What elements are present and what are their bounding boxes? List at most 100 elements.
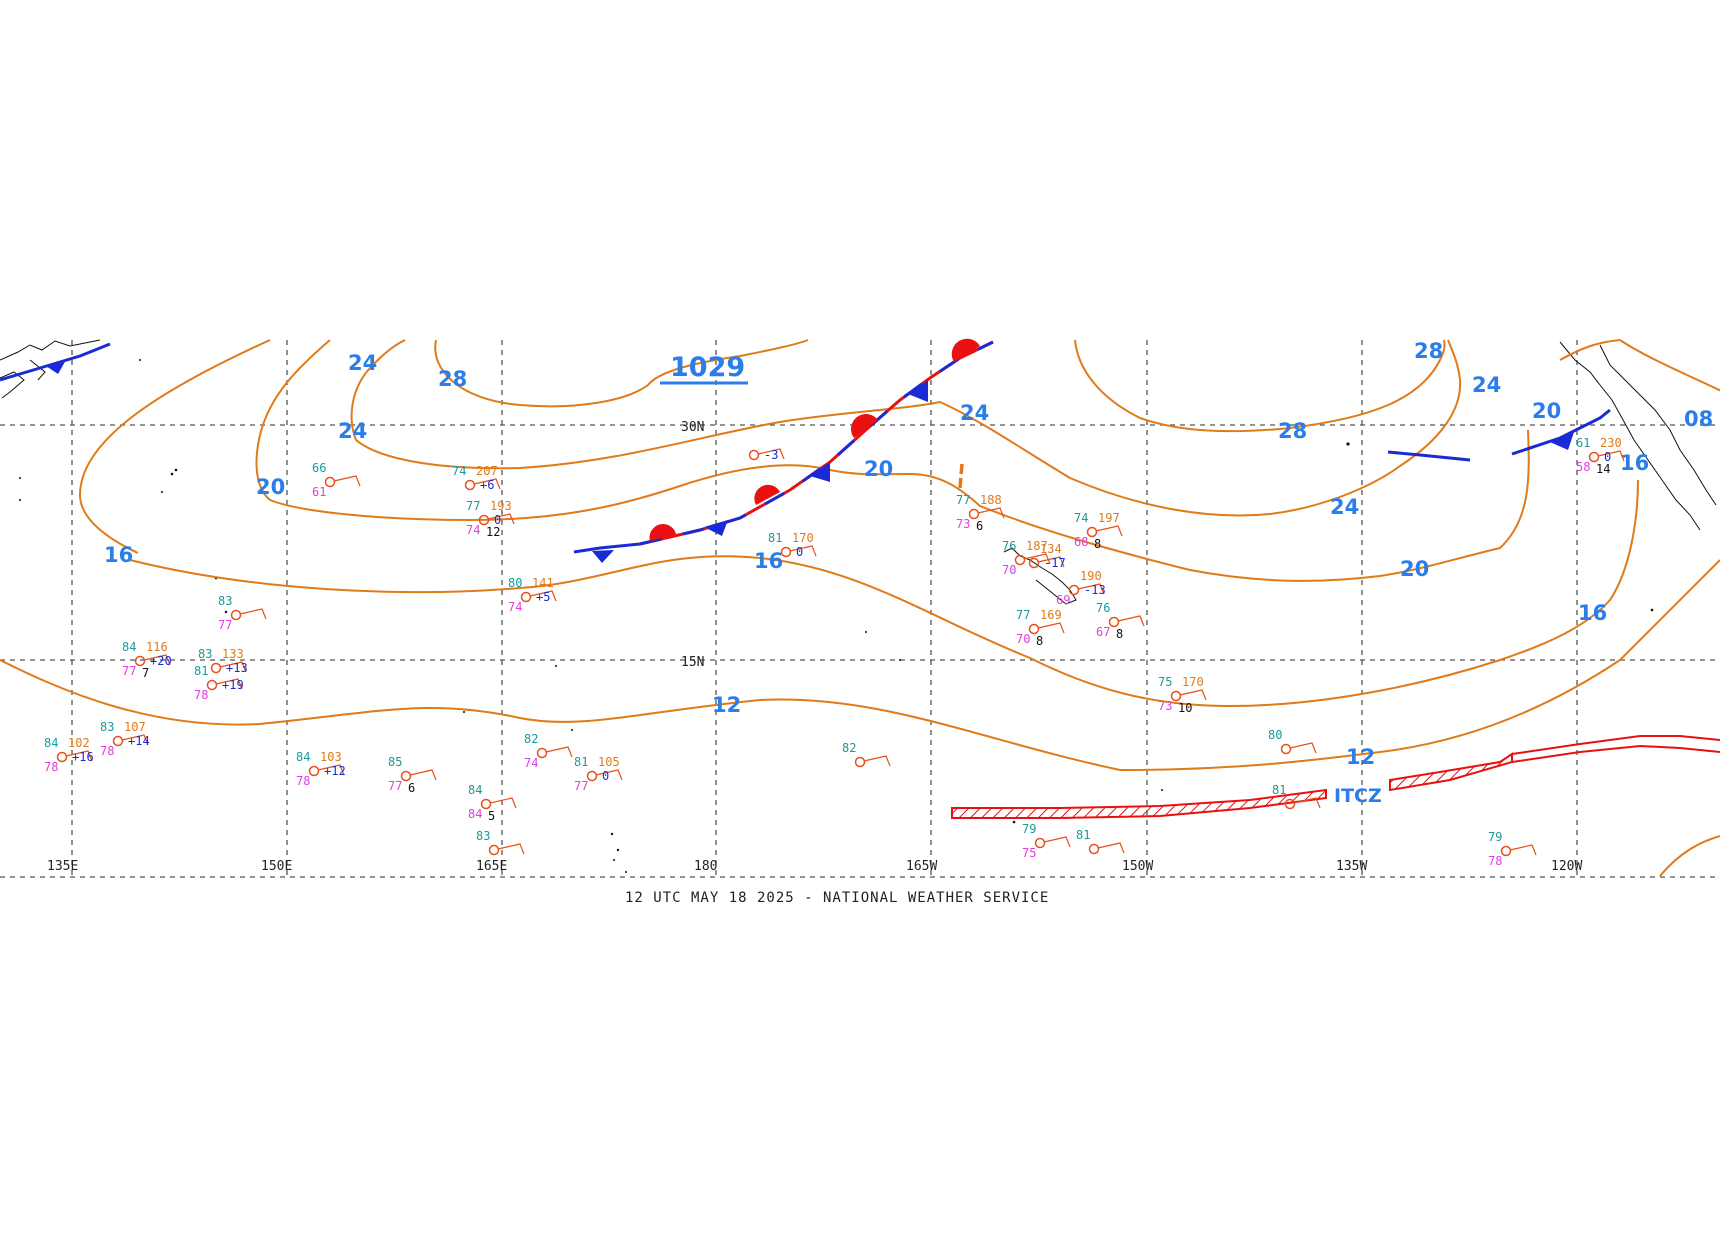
valid-time-footer: 12 UTC MAY 18 2025 - NATIONAL WEATHER SE… [625,890,1049,906]
station-plot [488,843,525,856]
station-pressure-trend: 0 [1604,450,1611,464]
itcz: ITCZ [951,735,1720,819]
high-pressure-center: 1029 [660,352,748,385]
wind-barb [1509,844,1537,856]
station-circle [1028,557,1040,569]
station-temperature: 77 [466,499,480,513]
station-pressure: 134 [1040,542,1062,556]
station-temperature: 84 [122,640,136,654]
station-pressure: 187 [1026,539,1048,553]
station-dewpoint: 58 [1576,460,1590,474]
station-dewpoint: 84 [468,807,482,821]
station-weather: 10 [1178,701,1192,715]
station-dewpoint: 77 [388,779,402,793]
station-pressure-trend: 0 [602,769,609,783]
wind-barb [529,590,557,602]
wind-barb [1095,525,1123,537]
station-dewpoint: 78 [296,774,310,788]
station-temperature: 81 [574,755,588,769]
station-circle [1284,798,1296,810]
isobar-label: 24 [1472,373,1501,397]
isobar-label: 24 [960,401,989,425]
isobar-label: 20 [864,457,893,481]
station-dewpoint: 73 [1158,699,1172,713]
wind-barb [757,448,785,460]
station-temperature: 74 [1074,511,1088,525]
wind-barb [863,755,891,767]
station-weather: 7 [142,666,149,680]
station-circle [464,479,476,491]
station-weather: 6 [408,781,415,795]
isobar-label: 28 [1278,419,1307,443]
station-temperature: 84 [44,736,58,750]
station-pressure-trend: -17 [1044,556,1066,570]
station-dewpoint: 74 [508,600,522,614]
isobar-label: 16 [1578,601,1607,625]
station-pressure-trend: +12 [324,764,346,778]
station-plot [480,797,517,810]
station-pressure: 133 [222,647,244,661]
longitude-labels: 135E 150E 165E 180 165W 150W 135W 120W [47,859,1582,874]
wind-barb [317,764,345,776]
cold-front-east [1387,408,1611,462]
station-pressure: 169 [1040,608,1062,622]
wind-barb [487,513,515,525]
station-temperature: 82 [524,732,538,746]
station-circle [324,476,336,488]
station-dewpoint: 77 [574,779,588,793]
station-circle [480,798,492,810]
wind-barb [409,769,437,781]
station-pressure-trend: +13 [226,661,248,675]
station-plot [1284,797,1321,810]
wind-barb [489,797,517,809]
station-plot [1500,844,1537,857]
station-temperature: 77 [1016,608,1030,622]
isobar-label: 16 [754,549,783,573]
wind-barb [1293,797,1321,809]
lon-label: 135W [1336,859,1367,874]
wind-barb [1289,742,1317,754]
station-plot [1108,615,1145,628]
station-plot [586,769,623,782]
station-temperature: 84 [296,750,310,764]
station-plot [1068,583,1105,596]
station-temperature: 74 [452,464,466,478]
lon-label: 150W [1122,859,1153,874]
wind-barb [497,843,525,855]
station-temperature: 79 [1022,822,1036,836]
lon-label: 165W [906,859,937,874]
station-temperature: 76 [1002,539,1016,553]
station-circle [1108,616,1120,628]
station-circle [780,546,792,558]
station-circle [536,747,548,759]
wind-barb [473,478,501,490]
station-circle [1028,623,1040,635]
station-temperature: 79 [1488,830,1502,844]
isobar-label: 16 [104,543,133,567]
wind-barb [1023,553,1051,565]
wind-barb [333,475,361,487]
station-plot [206,678,243,691]
station-circle [478,514,490,526]
wind-barb [215,678,243,690]
station-pressure-trend: -13 [1084,583,1106,597]
isobar-label: 28 [1414,339,1443,363]
station-plot [520,590,557,603]
station-pressure-trend: -3 [764,448,778,462]
station-temperature: 83 [218,594,232,608]
station-plot [308,764,345,777]
station-dewpoint: 77 [122,664,136,678]
station-circle [206,679,218,691]
station-pressure-trend: 0 [494,513,501,527]
lon-label: 135E [47,859,78,874]
station-circle [210,662,222,674]
station-temperature: 83 [100,720,114,734]
wind-barb [143,654,171,666]
station-circle [1588,451,1600,463]
station-circle [230,609,242,621]
station-pressure: 170 [1182,675,1204,689]
isobar-label: 12 [712,693,741,717]
station-dewpoint: 70 [1002,563,1016,577]
wind-barb [545,746,573,758]
